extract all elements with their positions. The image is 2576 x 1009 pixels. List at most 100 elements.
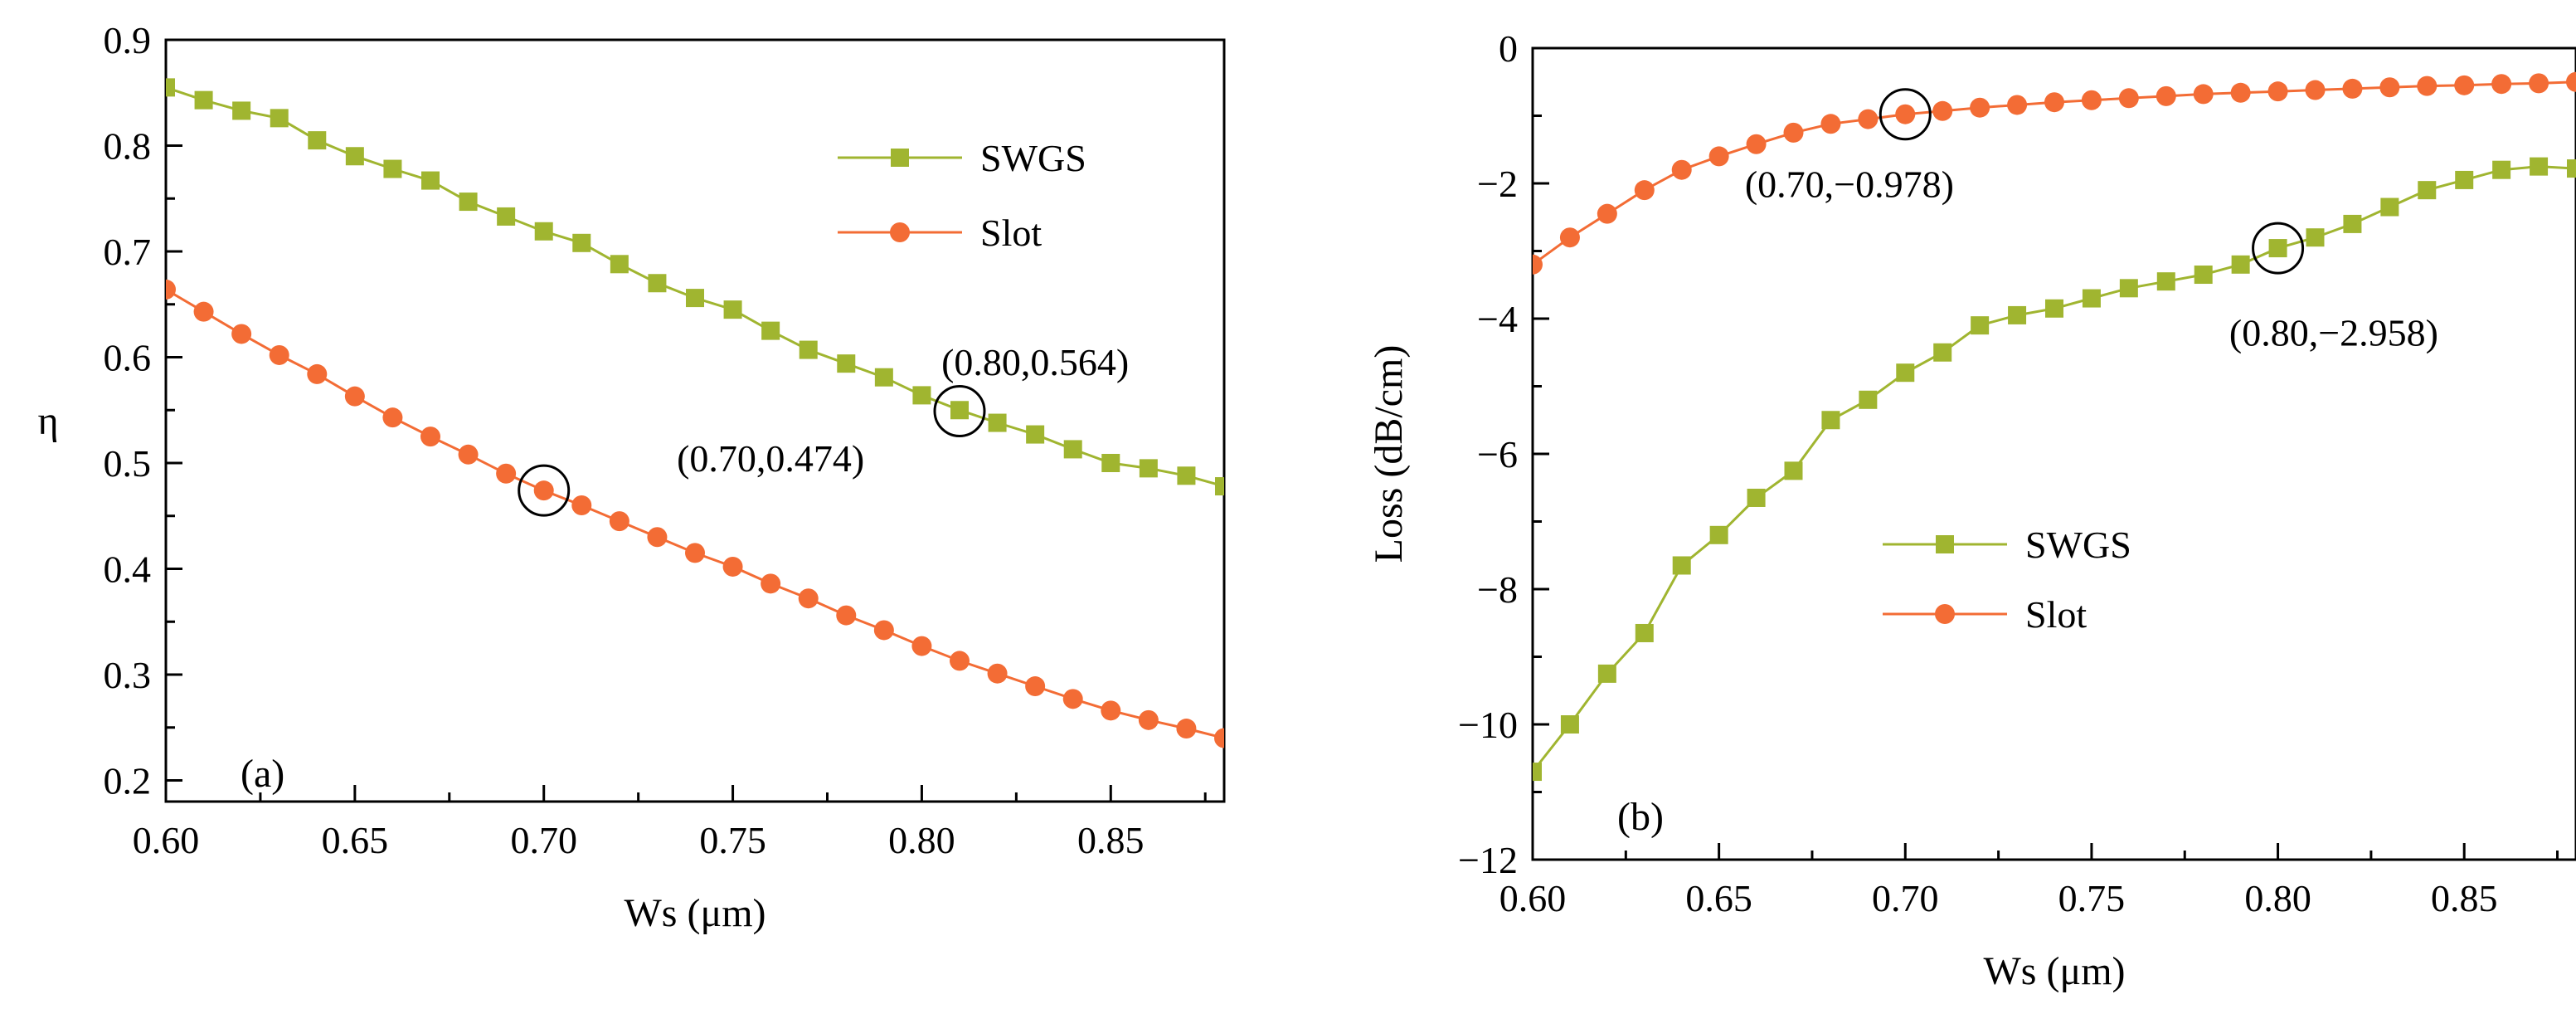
y-tick-label: −6 [1477, 433, 1518, 475]
y-tick-label: 0 [1499, 27, 1518, 70]
data-point-slot [761, 573, 781, 594]
y-tick-label: 0.2 [104, 760, 152, 802]
data-point-slot [1783, 122, 1804, 143]
data-point-swgs [723, 300, 742, 319]
data-point-slot [1746, 134, 1767, 154]
chart-panel-0: 0.60 0.65 0.70 0.75 0.80 0.85 0.2 0.3 0.4 0.5 0.6 0… [37, 19, 1226, 935]
y-tick-label: −4 [1477, 298, 1518, 340]
data-point-swgs [194, 90, 213, 110]
data-point-swgs [572, 233, 591, 252]
data-point-swgs [1101, 454, 1120, 472]
data-point-slot [2566, 71, 2576, 92]
x-tick-label: 0.60 [1499, 877, 1567, 919]
data-point-swgs [2008, 305, 2027, 324]
legend-marker-slot [1935, 604, 1955, 624]
x-tick-label: 0.70 [1872, 877, 1939, 919]
data-point-slot [193, 301, 214, 322]
annotation-circle [933, 385, 986, 438]
data-point-slot [1634, 180, 1655, 201]
y-tick-label: −10 [1458, 704, 1518, 746]
legend-label-swgs: SWGS [2025, 524, 2131, 566]
legend-marker-swgs [1936, 535, 1954, 553]
data-point-swgs [1971, 316, 1990, 335]
data-point-swgs [1784, 461, 1803, 480]
y-tick-label: 0.7 [104, 231, 152, 273]
x-tick-label: 0.75 [2058, 877, 2126, 919]
data-point-slot [1062, 689, 1083, 709]
x-tick-label: 0.85 [2431, 877, 2498, 919]
data-point-slot [2267, 81, 2288, 102]
data-point-slot [2230, 82, 2251, 103]
data-point-slot [2417, 76, 2437, 96]
data-point-swgs [2194, 266, 2213, 285]
data-point-slot [873, 620, 894, 641]
data-point-slot [2044, 92, 2064, 113]
data-point-swgs [1063, 440, 1082, 459]
data-point-slot [798, 588, 819, 609]
data-point-slot [911, 636, 932, 656]
data-point-swgs [988, 413, 1007, 432]
data-point-swgs [497, 207, 516, 226]
data-point-slot [231, 324, 252, 344]
data-point-slot [2379, 77, 2400, 98]
y-tick-label: 0.8 [104, 125, 152, 168]
x-tick-label: 0.65 [322, 819, 389, 861]
data-point-slot [1533, 254, 1543, 275]
y-tick-label: 0.5 [104, 442, 152, 485]
data-point-swgs [2418, 181, 2437, 200]
data-point-swgs [1635, 623, 1654, 642]
data-point-slot [1597, 203, 1617, 224]
legend-label-slot: Slot [2025, 593, 2087, 636]
data-point-swgs [2530, 157, 2549, 176]
data-point-swgs [2082, 289, 2101, 308]
data-point-swgs [950, 401, 969, 420]
chart-panel-1: 0.60 0.65 0.70 0.75 0.80 0.85 −12 −10 −8 −6 −4 −2 0 W… [1367, 27, 2576, 993]
data-point-swgs [1026, 425, 1045, 444]
y-axis-label: Loss (dB/cm) [1367, 345, 1411, 563]
data-point-slot [269, 344, 289, 365]
x-tick-label: 0.60 [133, 819, 200, 861]
data-point-swgs [345, 147, 364, 166]
plot-frame [164, 38, 1226, 803]
data-point-slot [1025, 676, 1046, 697]
data-point-slot [2454, 75, 2475, 95]
y-tick-label: 0.6 [104, 337, 152, 379]
data-point-swgs [1177, 466, 1196, 485]
x-tick-label: 0.65 [1685, 877, 1752, 919]
data-point-swgs [837, 354, 856, 373]
data-point-slot [1559, 227, 1580, 248]
data-point-swgs [2380, 197, 2399, 217]
series-line-swgs [1533, 165, 2576, 773]
annotation-label: (0.70,−0.978) [1745, 163, 1954, 205]
x-tick-label: 0.70 [510, 819, 577, 861]
data-point-swgs [1933, 343, 1952, 362]
annotation-circle [1879, 88, 1932, 141]
data-point-swgs [421, 171, 440, 190]
x-tick-label: 0.75 [699, 819, 766, 861]
data-point-swgs [1672, 556, 1691, 575]
data-point-swgs [1747, 488, 1766, 507]
data-point-swgs [1896, 363, 1915, 383]
data-point-swgs [308, 131, 327, 150]
data-point-slot [2342, 78, 2363, 99]
annotation-circle [2252, 222, 2305, 275]
data-point-slot [307, 363, 328, 384]
data-point-slot [1671, 159, 1692, 180]
data-point-swgs [1560, 715, 1579, 734]
annotation-label: (0.80,−2.958) [2229, 312, 2438, 354]
data-point-swgs [874, 368, 893, 387]
legend-marker-slot [890, 222, 910, 242]
data-point-slot [1895, 104, 1916, 124]
legend-marker-swgs [891, 149, 909, 167]
data-point-swgs [2306, 228, 2325, 247]
legend-label-slot: Slot [980, 212, 1042, 254]
data-point-swgs [166, 78, 175, 97]
data-point-swgs [2455, 170, 2474, 189]
data-point-slot [1970, 97, 1990, 118]
data-point-swgs [2567, 159, 2576, 178]
y-tick-label: 0.4 [104, 548, 152, 591]
data-point-swgs [534, 222, 553, 241]
data-point-slot [609, 511, 629, 532]
data-point-swgs [383, 159, 402, 178]
